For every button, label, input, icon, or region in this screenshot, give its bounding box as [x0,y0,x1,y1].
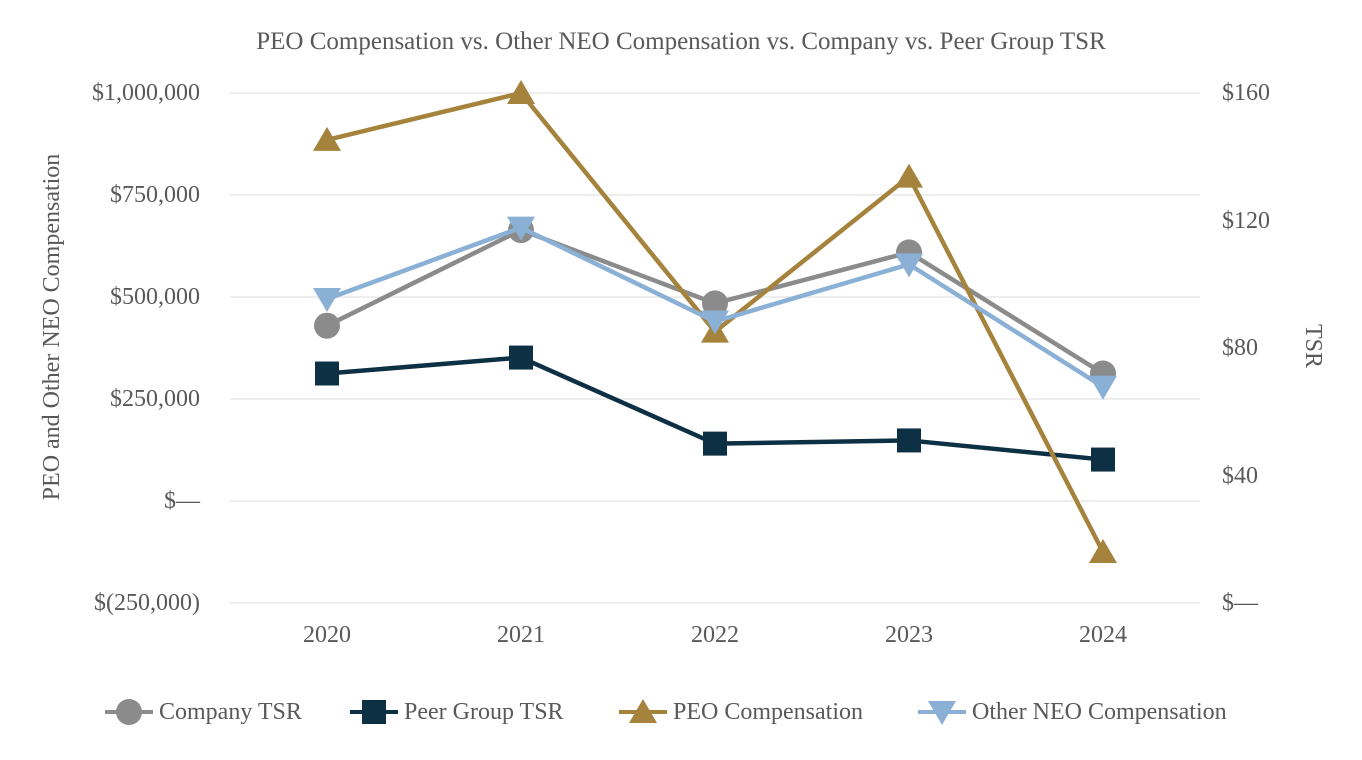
legend-marker-other-neo-compensation [928,701,956,725]
right-axis-tick-label: $160 [1222,80,1270,106]
legend-marker-company-tsr [116,699,142,725]
marker-peer-group-tsr-2021 [509,345,533,370]
left-axis-tick-label: $— [164,488,200,514]
legend-swatch-peo-compensation [619,699,667,723]
marker-other-neo-compensation-2020 [313,288,341,313]
x-axis-tick-label: 2023 [885,622,933,648]
x-axis-tick-label: 2022 [691,622,739,648]
triangle-down-marker-icon [918,697,966,727]
marker-peer-group-tsr-2020 [315,361,339,386]
legend-swatch-company-tsr [105,699,153,725]
triangle-up-marker-icon [619,697,667,727]
marker-other-neo-compensation-2022 [701,310,729,335]
legend-item-peer-group-tsr: Peer Group TSR [350,697,564,727]
right-axis-tick-label: $40 [1222,462,1258,489]
left-axis-tick-label: $500,000 [110,284,200,310]
legend-label-peo-compensation: PEO Compensation [673,699,863,725]
legend-marker-peo-compensation [629,699,657,723]
right-axis-tick-label: $— [1222,590,1258,616]
right-axis-tick-label: $80 [1222,335,1258,361]
x-axis-tick-label: 2024 [1079,622,1127,648]
marker-company-tsr-2022 [702,290,728,317]
marker-peo-compensation-2023 [895,163,923,188]
left-axis-tick-label: $1,000,000 [92,80,200,106]
marker-peer-group-tsr-2024 [1091,447,1115,472]
left-axis-tick-label: $750,000 [110,182,200,208]
legend-label-other-neo-compensation: Other NEO Compensation [972,699,1227,725]
legend-item-other-neo-compensation: Other NEO Compensation [918,697,1227,727]
legend-marker-peer-group-tsr [362,700,386,724]
marker-peer-group-tsr-2023 [897,428,921,453]
legend-item-peo-compensation: PEO Compensation [619,697,863,727]
circle-marker-icon [105,697,153,727]
marker-peer-group-tsr-2022 [703,431,727,456]
marker-other-neo-compensation-2021 [507,216,535,241]
marker-other-neo-compensation-2023 [895,253,923,278]
legend-swatch-peer-group-tsr [350,700,398,724]
right-axis-tick-label: $120 [1222,207,1270,234]
marker-peo-compensation-2024 [1089,539,1117,563]
x-axis-tick-label: 2021 [497,622,545,648]
x-axis-tick-label: 2020 [303,622,351,648]
left-axis-tick-label: $250,000 [110,386,200,412]
legend-label-company-tsr: Company TSR [159,699,302,725]
marker-peo-compensation-2020 [313,126,341,151]
marker-company-tsr-2020 [314,312,340,339]
square-marker-icon [350,697,398,727]
marker-peo-compensation-2021 [507,80,535,104]
legend-swatch-other-neo-compensation [918,701,966,725]
marker-other-neo-compensation-2024 [1089,375,1117,400]
legend-item-company-tsr: Company TSR [105,697,302,727]
legend-label-peer-group-tsr: Peer Group TSR [404,699,564,725]
left-axis-tick-label: $(250,000) [94,590,200,616]
chart-title: PEO Compensation vs. Other NEO Compensat… [256,28,1106,55]
